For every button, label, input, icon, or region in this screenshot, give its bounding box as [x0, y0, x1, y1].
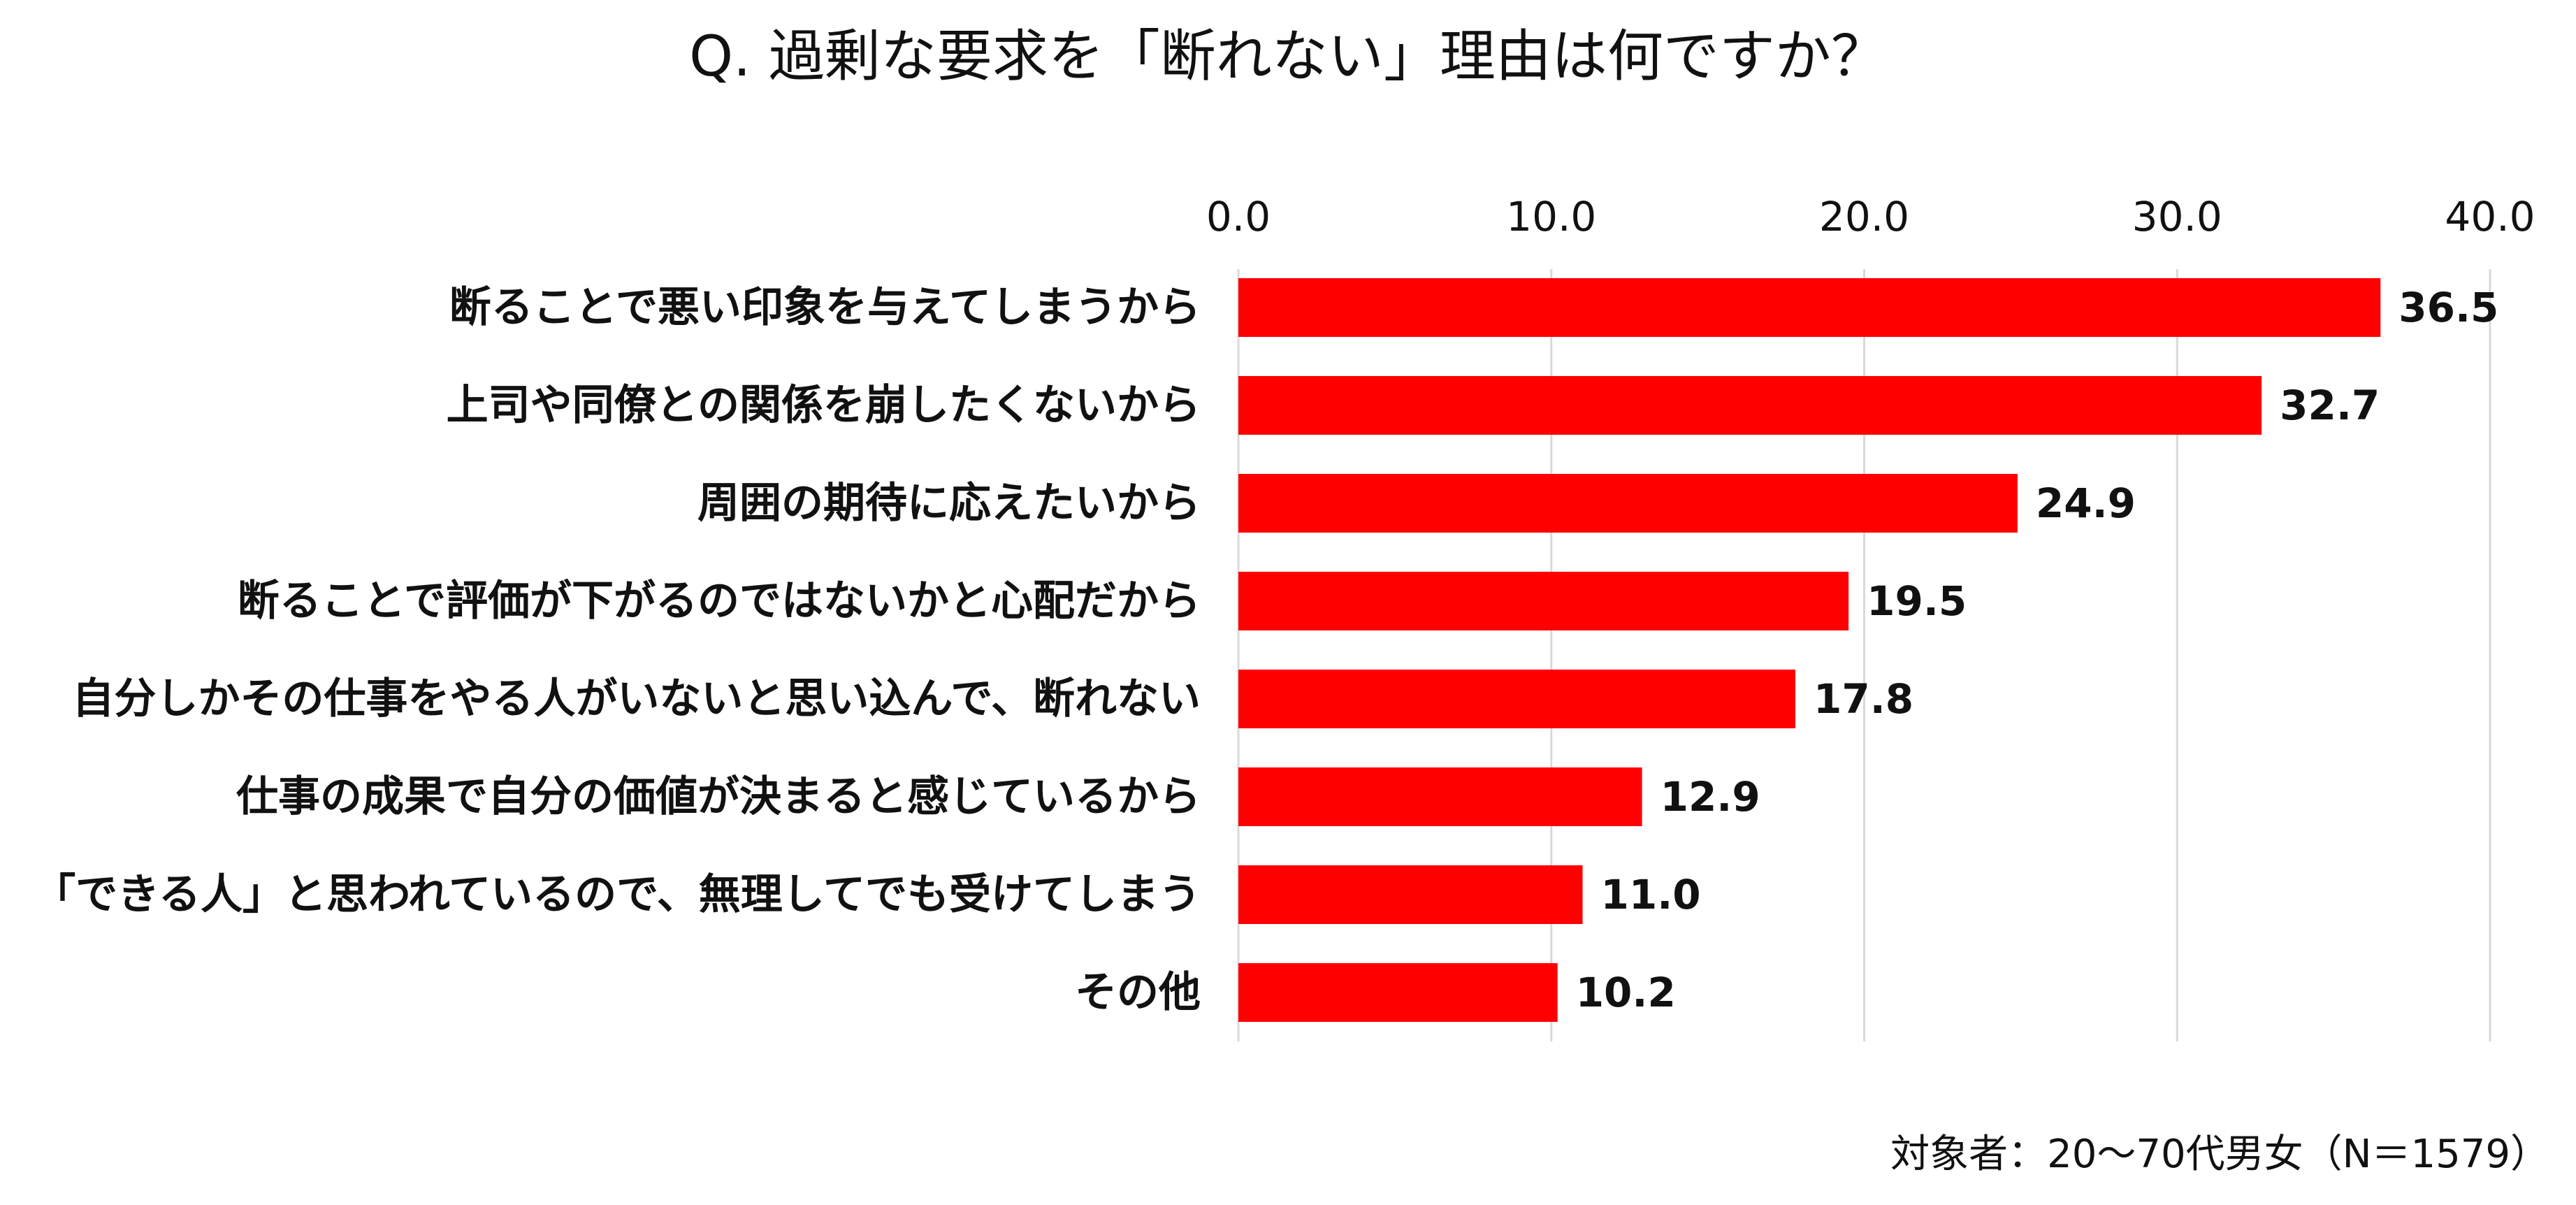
category-label: その他 [1075, 968, 1201, 1017]
chart-title: Q. 過剰な要求を「断れない」理由は何ですか？ [689, 24, 1887, 89]
x-tick-label: 20.0 [1819, 193, 1909, 240]
value-label: 36.5 [2398, 284, 2498, 331]
category-label: 周囲の期待に応えたいから [697, 479, 1201, 528]
x-tick-label: 10.0 [1506, 193, 1596, 240]
category-label: 上司や同僚との関係を崩したくないから [447, 381, 1201, 430]
value-label: 17.8 [1814, 675, 1913, 723]
value-label: 32.7 [2280, 382, 2380, 429]
bar [1238, 278, 2381, 337]
value-label: 24.9 [2036, 479, 2136, 527]
x-tick-label: 0.0 [1206, 193, 1271, 240]
bars [1238, 278, 2381, 1022]
bar [1238, 767, 1642, 826]
value-labels: 36.5 32.7 24.9 19.5 17.8 12.9 11.0 10.2 [1576, 284, 2499, 1016]
value-label: 12.9 [1660, 773, 1760, 821]
bar [1238, 963, 1558, 1022]
bar [1238, 376, 2262, 435]
category-label: 自分しかその仕事をやる人がいないと思い込んで、断れない [72, 674, 1201, 723]
category-label: 仕事の成果で自分の価値が決まると感じているから [236, 772, 1201, 821]
value-label: 11.0 [1601, 871, 1701, 918]
value-label: 10.2 [1576, 969, 1676, 1016]
category-label: 「できる人」と思われているので、無理してでも受けてしまう [34, 870, 1201, 919]
x-tick-label: 30.0 [2132, 193, 2222, 240]
bar [1238, 670, 1795, 728]
x-axis-ticks: 0.0 10.0 20.0 30.0 40.0 [1206, 193, 2535, 240]
category-label: 断ることで悪い印象を与えてしまうから [449, 283, 1201, 332]
sample-note: 対象者：20～70代男女（N＝1579） [1890, 1132, 2549, 1177]
category-label: 断ることで評価が下がるのではないかと心配だから [238, 577, 1201, 626]
x-tick-label: 40.0 [2445, 193, 2535, 240]
category-labels: 断ることで悪い印象を与えてしまうから上司や同僚との関係を崩したくないから周囲の期… [34, 283, 1201, 1017]
bar [1238, 474, 2018, 533]
bar [1238, 572, 1849, 630]
bar [1238, 865, 1583, 924]
value-label: 19.5 [1867, 577, 1967, 625]
